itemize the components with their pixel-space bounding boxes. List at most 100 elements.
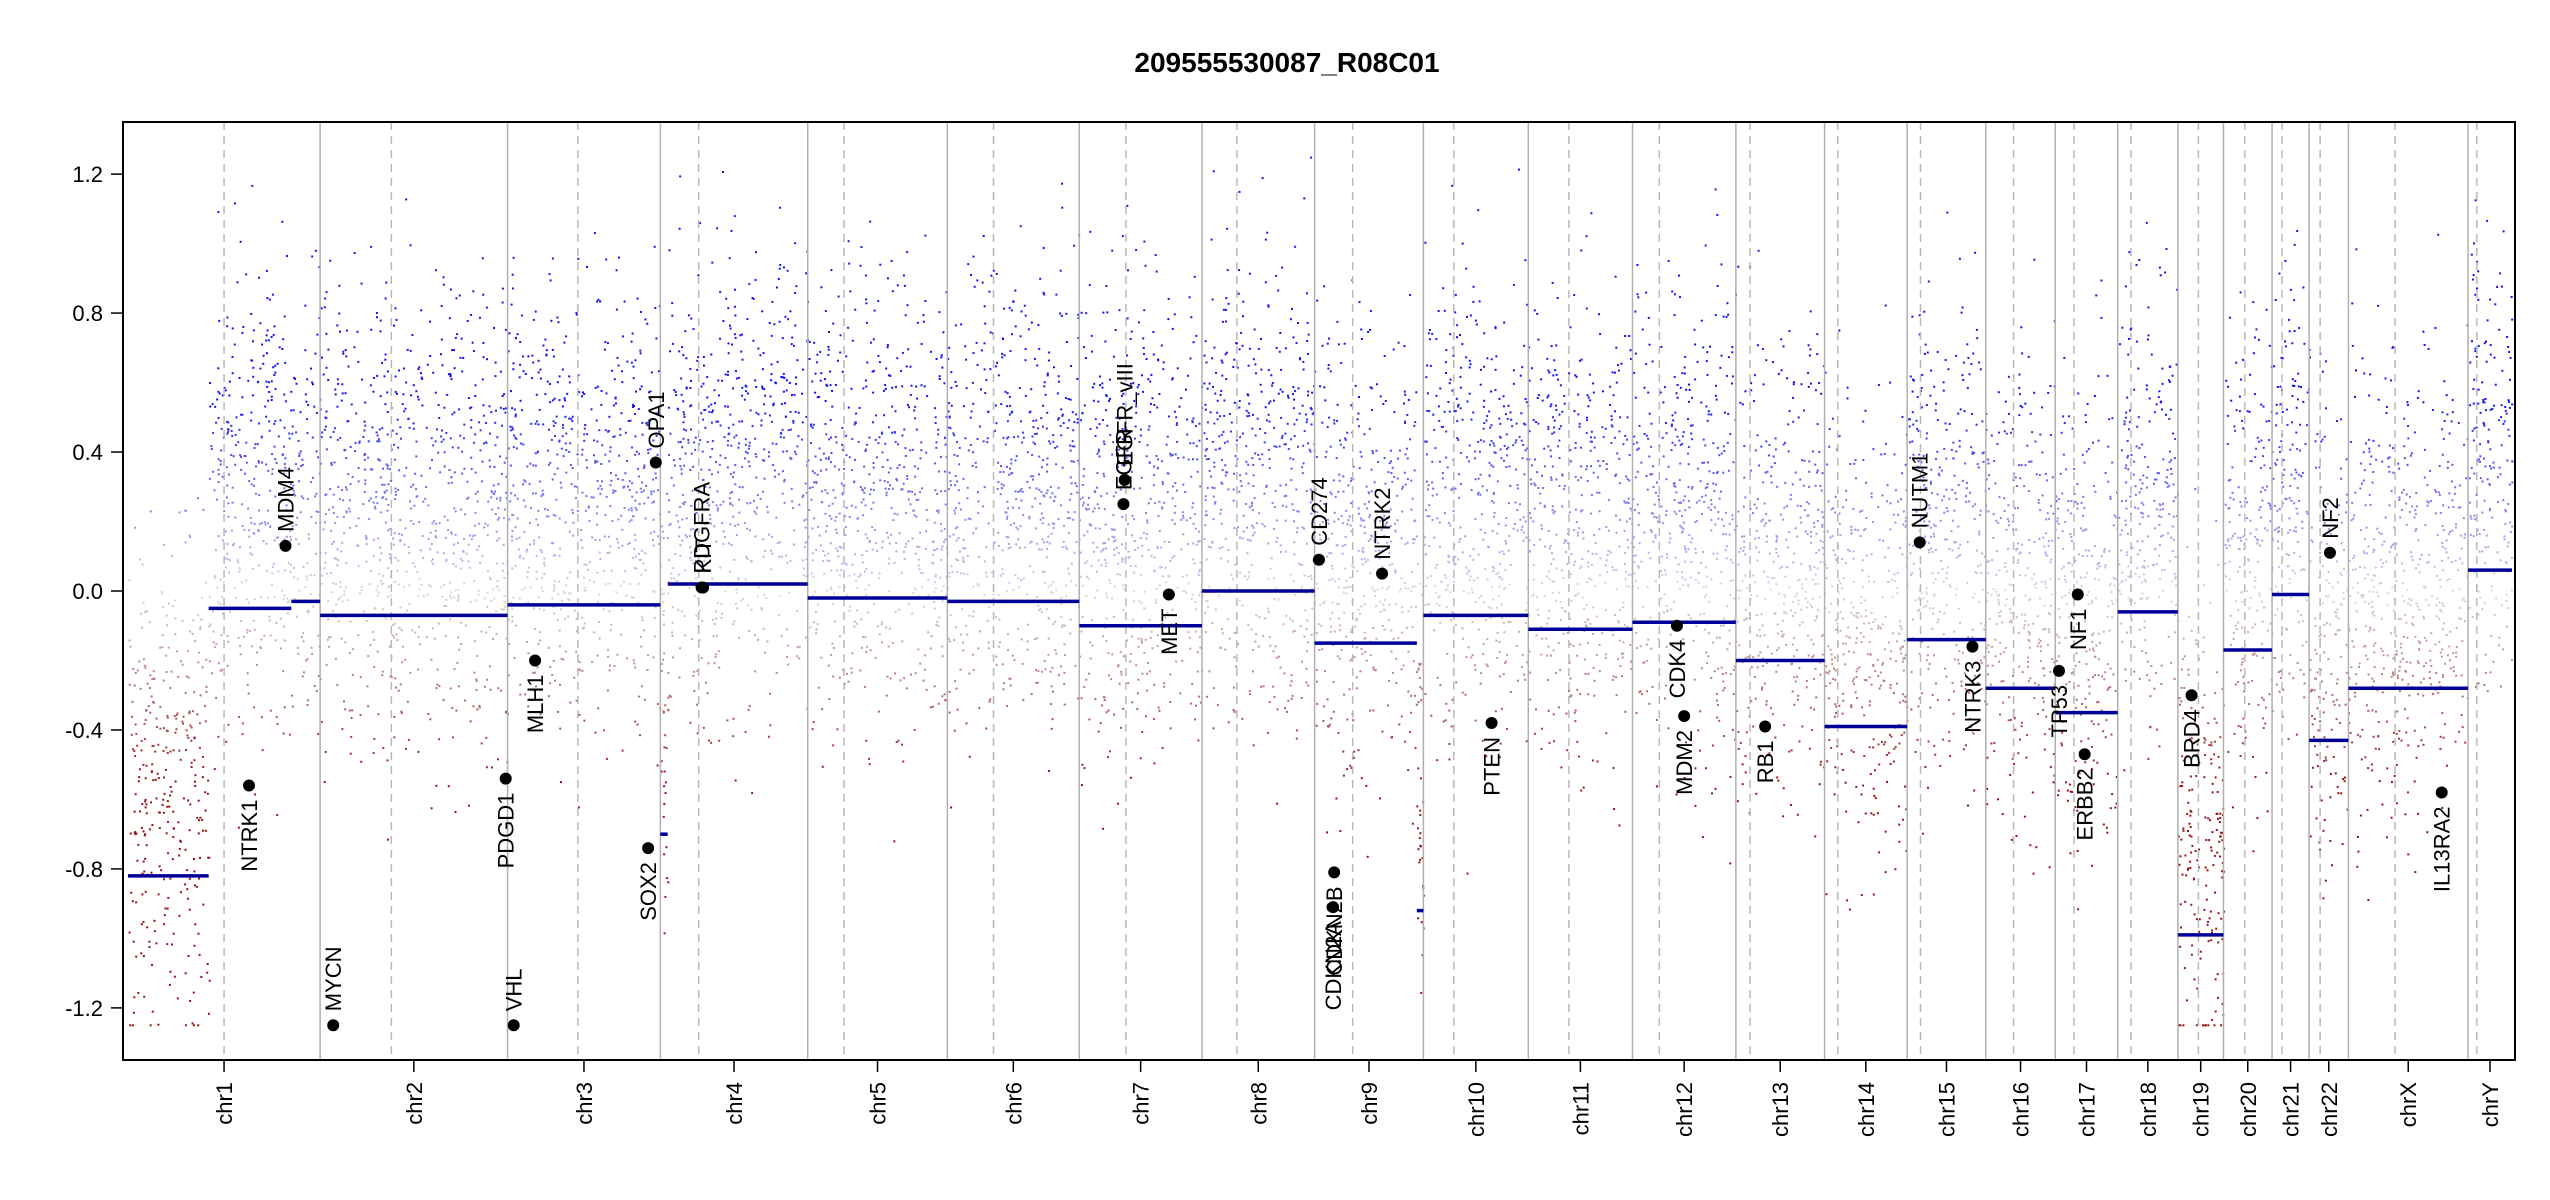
probe-point [138,776,141,779]
probe-point [558,517,561,520]
probe-point [664,734,667,737]
probe-point [1161,481,1164,483]
probe-point [232,542,235,545]
probe-point [651,501,654,504]
probe-point [134,793,137,796]
probe-point [275,716,278,719]
probe-point [1232,488,1235,491]
probe-point [815,632,818,635]
probe-point [226,316,229,319]
probe-point [807,459,810,462]
probe-point [627,420,630,422]
probe-point [514,526,517,529]
probe-point [1076,418,1079,420]
probe-point [667,580,670,583]
probe-point [992,593,995,596]
probe-point [248,535,251,538]
probe-point [907,348,910,351]
probe-point [881,641,883,644]
probe-point [355,525,358,527]
probe-point [369,384,372,387]
probe-point [647,448,649,451]
probe-point [1001,568,1004,571]
probe-point [192,1024,195,1027]
probe-point [267,399,270,402]
probe-point [600,488,603,491]
probe-point [1120,673,1123,676]
probe-point [998,618,1001,621]
probe-point [1101,419,1104,421]
probe-point [690,317,693,320]
probe-point [134,831,137,834]
probe-point [529,586,532,589]
probe-point [1104,542,1106,544]
probe-point [543,564,546,567]
probe-point [167,896,170,899]
probe-point [539,368,542,371]
probe-point [349,620,352,623]
probe-point [1293,435,1296,437]
probe-point [715,617,718,620]
probe-point [573,485,576,488]
probe-point [416,495,419,498]
probe-point [269,525,272,528]
probe-point [747,460,750,463]
probe-point [637,408,640,410]
probe-point [194,785,197,787]
probe-point [956,526,959,529]
probe-point [266,297,269,300]
probe-point [847,406,850,409]
probe-point [192,619,195,622]
probe-point [461,472,464,475]
probe-point [1292,458,1295,461]
probe-point [168,805,171,808]
probe-point [343,590,346,593]
probe-point [728,542,731,545]
probe-point [529,521,531,524]
probe-point [689,387,692,389]
probe-point [1009,524,1012,527]
probe-point [1011,472,1014,475]
probe-point [1106,424,1109,427]
probe-point [896,466,899,469]
probe-point [631,495,634,498]
probe-point [128,683,131,686]
probe-point [1167,574,1170,577]
probe-point [824,400,827,402]
probe-point [265,269,268,272]
probe-point [1013,659,1016,661]
probe-point [401,711,403,714]
probe-point [965,722,968,725]
probe-point [729,570,731,573]
probe-point [210,448,213,450]
probe-point [372,752,375,754]
probe-point [1242,315,1244,318]
probe-point [948,711,951,714]
probe-point [160,591,163,594]
probe-point [865,550,868,552]
probe-point [532,671,535,674]
probe-point [393,443,396,446]
probe-point [438,417,441,419]
probe-point [1043,659,1046,662]
probe-point [1230,573,1233,576]
probe-point [1131,635,1134,638]
probe-point [441,364,444,367]
probe-point [1292,393,1294,396]
probe-point [1002,682,1005,685]
probe-point [431,558,434,561]
probe-point [668,499,671,502]
probe-point [1011,410,1014,413]
probe-point [384,403,387,406]
probe-point [282,453,285,456]
probe-point [1292,509,1295,511]
probe-point [1066,427,1069,429]
probe-point [1214,608,1217,611]
probe-point [1221,632,1224,635]
probe-point [166,624,169,627]
probe-point [175,650,178,653]
probe-point [340,550,343,553]
probe-point [379,511,382,514]
probe-point [1117,465,1120,468]
probe-point [1194,601,1197,603]
